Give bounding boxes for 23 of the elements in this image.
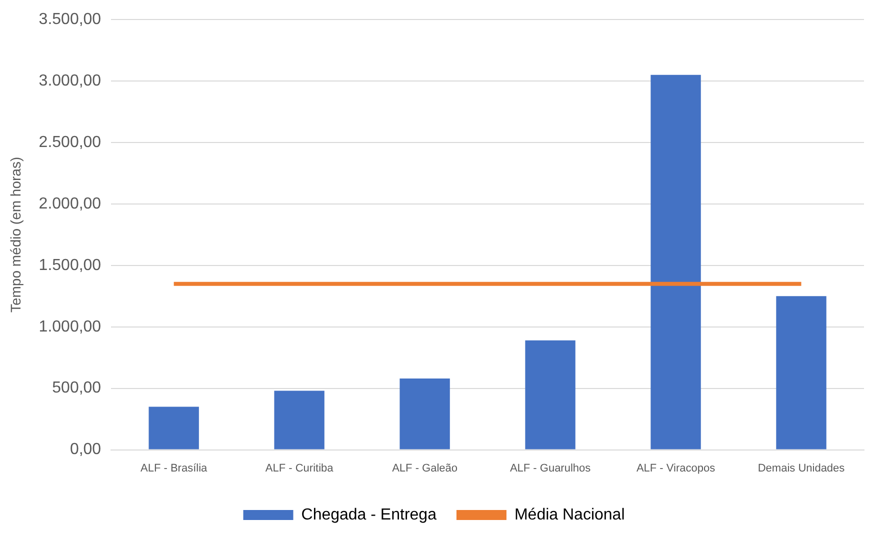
bar bbox=[274, 390, 324, 450]
y-tick-label: 3.500,00 bbox=[38, 11, 102, 28]
bar bbox=[148, 406, 199, 450]
y-tick-label: 1.000,00 bbox=[38, 318, 102, 336]
bar bbox=[650, 74, 701, 450]
y-tick-label: 1.500,00 bbox=[38, 256, 102, 274]
bar bbox=[400, 378, 450, 450]
y-tick-label: 0,00 bbox=[70, 441, 102, 458]
x-tick-label: Demais Unidades bbox=[758, 462, 846, 474]
bar bbox=[776, 296, 826, 450]
legend-label: Chegada - Entrega bbox=[301, 506, 437, 524]
y-tick-label: 3.000,00 bbox=[38, 72, 102, 90]
legend-label: Média Nacional bbox=[514, 506, 625, 524]
x-tick-label: ALF - Brasília bbox=[140, 462, 208, 474]
x-tick-label: ALF - Viracopos bbox=[636, 462, 716, 474]
bar bbox=[525, 340, 576, 450]
y-axis-title: Tempo médio (em horas) bbox=[7, 156, 24, 313]
x-tick-label: ALF - Curitiba bbox=[265, 462, 334, 474]
y-tick-label: 500,00 bbox=[52, 380, 102, 397]
y-tick-label: 2.500,00 bbox=[38, 134, 102, 151]
y-tick-label: 2.000,00 bbox=[38, 195, 102, 212]
x-tick-label: ALF - Galeão bbox=[392, 462, 458, 474]
x-tick-label: ALF - Guarulhos bbox=[510, 462, 592, 474]
